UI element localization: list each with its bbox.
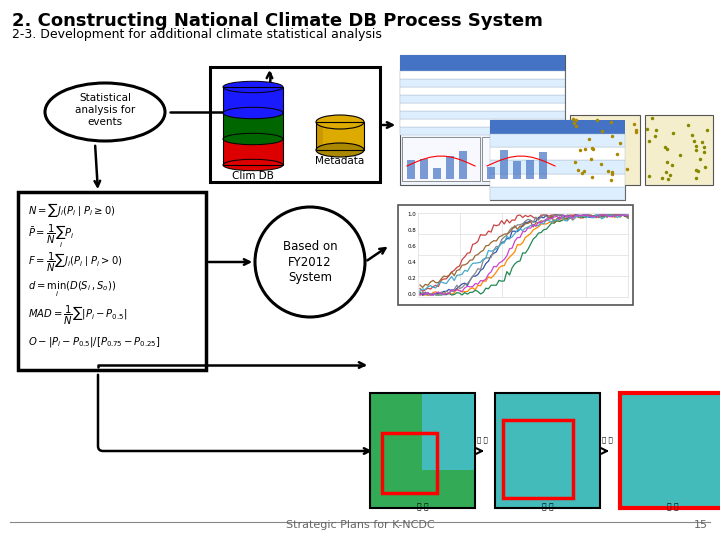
FancyBboxPatch shape — [400, 119, 565, 127]
Bar — [316, 122, 364, 150]
Bar — [513, 161, 521, 179]
Text: Statistical
analysis for
events: Statistical analysis for events — [75, 93, 135, 126]
FancyBboxPatch shape — [400, 103, 565, 111]
FancyBboxPatch shape — [490, 120, 625, 200]
Text: 0.2: 0.2 — [408, 276, 416, 281]
Text: 15: 15 — [694, 520, 708, 530]
Text: 확 대: 확 대 — [417, 502, 428, 511]
Text: Clim DB: Clim DB — [232, 171, 274, 181]
Ellipse shape — [223, 82, 283, 93]
Bar — [223, 87, 283, 165]
Text: $N = \sum J_i(P_i \mid P_i \geq 0)$: $N = \sum J_i(P_i \mid P_i \geq 0)$ — [28, 201, 115, 219]
FancyBboxPatch shape — [400, 127, 565, 135]
Text: 확 대: 확 대 — [667, 502, 678, 511]
FancyBboxPatch shape — [398, 205, 633, 305]
Text: 0.6: 0.6 — [408, 245, 416, 249]
FancyBboxPatch shape — [422, 394, 474, 470]
Text: $d = \min_i\left(D(S_i, S_o)\right)$: $d = \min_i\left(D(S_i, S_o)\right)$ — [28, 279, 116, 299]
Ellipse shape — [316, 143, 364, 157]
FancyBboxPatch shape — [490, 147, 625, 160]
FancyBboxPatch shape — [210, 67, 380, 182]
FancyBboxPatch shape — [400, 55, 565, 71]
FancyBboxPatch shape — [18, 192, 206, 370]
FancyBboxPatch shape — [400, 111, 565, 119]
Text: $O - |P_i - P_{0.5}|/[P_{0.75} - P_{0.25}]$: $O - |P_i - P_{0.5}|/[P_{0.75} - P_{0.25… — [28, 335, 161, 349]
FancyBboxPatch shape — [490, 134, 625, 147]
FancyBboxPatch shape — [370, 393, 475, 508]
FancyBboxPatch shape — [400, 95, 565, 103]
Bar — [407, 158, 415, 179]
Text: 1.0: 1.0 — [408, 213, 416, 218]
Bar — [459, 162, 467, 179]
Ellipse shape — [223, 133, 283, 145]
Text: $\bar{P} = \dfrac{1}{N}\sum_i P_i$: $\bar{P} = \dfrac{1}{N}\sum_i P_i$ — [28, 222, 74, 250]
Ellipse shape — [316, 115, 364, 129]
Bar — [433, 155, 441, 179]
Bar — [539, 157, 547, 179]
Bar — [487, 150, 495, 179]
Ellipse shape — [45, 83, 165, 141]
Ellipse shape — [223, 107, 283, 119]
Text: $MAD = \dfrac{1}{N}\sum |P_i - P_{0.5}|$: $MAD = \dfrac{1}{N}\sum |P_i - P_{0.5}|$ — [28, 304, 127, 327]
Text: 2. Constructing National Climate DB Process System: 2. Constructing National Climate DB Proc… — [12, 12, 543, 30]
Text: $F = \dfrac{1}{N}\sum J_i(P_i \mid P_i > 0)$: $F = \dfrac{1}{N}\sum J_i(P_i \mid P_i >… — [28, 251, 122, 274]
Bar — [223, 139, 283, 165]
FancyBboxPatch shape — [570, 115, 640, 185]
Text: Strategic Plans for K-NCDC: Strategic Plans for K-NCDC — [286, 520, 434, 530]
Bar — [223, 87, 283, 113]
FancyBboxPatch shape — [490, 120, 625, 134]
Text: 확 대: 확 대 — [541, 502, 553, 511]
FancyBboxPatch shape — [490, 173, 625, 187]
Text: 0.0: 0.0 — [408, 293, 416, 298]
FancyBboxPatch shape — [495, 393, 600, 508]
Bar — [526, 161, 534, 179]
Text: 0.4: 0.4 — [408, 260, 416, 266]
Bar — [316, 122, 323, 150]
Circle shape — [255, 207, 365, 317]
Text: 2-3. Development for additional climate statistical analysis: 2-3. Development for additional climate … — [12, 28, 382, 41]
FancyBboxPatch shape — [482, 137, 560, 181]
Ellipse shape — [223, 159, 283, 171]
FancyBboxPatch shape — [490, 160, 625, 173]
FancyBboxPatch shape — [400, 79, 565, 87]
Bar — [420, 158, 428, 179]
Bar — [446, 150, 454, 179]
Text: 확 대: 확 대 — [477, 436, 487, 443]
Text: 확 대: 확 대 — [602, 436, 613, 443]
FancyBboxPatch shape — [490, 187, 625, 200]
Bar — [223, 113, 283, 139]
Text: Metadata: Metadata — [315, 156, 364, 166]
FancyBboxPatch shape — [645, 115, 713, 185]
Text: 0.8: 0.8 — [408, 228, 416, 233]
Text: Based on
FY2012
System: Based on FY2012 System — [283, 240, 337, 284]
FancyBboxPatch shape — [400, 55, 565, 185]
Bar — [500, 161, 508, 179]
FancyBboxPatch shape — [400, 87, 565, 95]
FancyBboxPatch shape — [400, 71, 565, 79]
Bar — [316, 122, 364, 150]
FancyBboxPatch shape — [402, 137, 480, 181]
FancyBboxPatch shape — [620, 393, 720, 508]
